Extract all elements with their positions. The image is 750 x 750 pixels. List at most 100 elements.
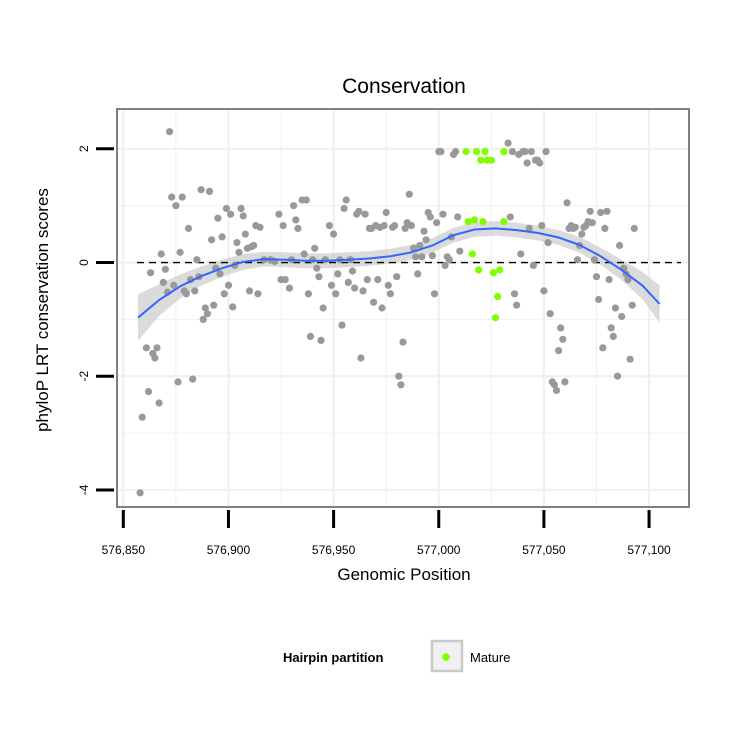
point-other bbox=[420, 227, 428, 235]
point-other bbox=[525, 224, 533, 232]
point-other bbox=[555, 347, 563, 355]
point-other bbox=[557, 324, 565, 332]
point-other bbox=[355, 207, 363, 215]
point-other bbox=[351, 284, 359, 292]
point-other bbox=[254, 290, 262, 298]
y-axis-title: phyloP LRT conservation scores bbox=[33, 188, 52, 432]
point-other bbox=[357, 354, 365, 362]
legend-key-mature bbox=[430, 639, 464, 673]
point-mature bbox=[494, 293, 502, 301]
point-other bbox=[136, 489, 144, 497]
point-mature bbox=[464, 218, 472, 226]
point-other bbox=[538, 222, 546, 230]
point-other bbox=[178, 193, 186, 201]
point-other bbox=[317, 336, 325, 344]
point-other bbox=[315, 273, 323, 281]
point-other bbox=[275, 210, 283, 218]
plot-panel bbox=[116, 108, 690, 508]
point-mature bbox=[477, 156, 485, 164]
x-axis: 576,850 576,900 576,950 577,000 577,050 577,1… bbox=[102, 510, 671, 557]
point-other bbox=[605, 276, 613, 284]
point-other bbox=[426, 213, 434, 221]
point-other bbox=[595, 295, 603, 304]
point-other bbox=[166, 128, 174, 136]
point-other bbox=[197, 186, 205, 194]
point-other bbox=[176, 248, 184, 256]
x-tick-label: 577,050 bbox=[522, 543, 566, 557]
point-other bbox=[319, 304, 327, 312]
point-other bbox=[611, 304, 620, 312]
point-other bbox=[311, 244, 319, 252]
point-other bbox=[607, 324, 615, 332]
point-other bbox=[561, 378, 569, 386]
point-other bbox=[239, 212, 247, 220]
point-other bbox=[418, 253, 426, 261]
point-other bbox=[157, 250, 165, 258]
point-other bbox=[626, 355, 634, 363]
point-other bbox=[393, 273, 401, 281]
point-other bbox=[628, 301, 636, 309]
y-tick-label: 2 bbox=[77, 145, 91, 152]
point-other bbox=[359, 287, 367, 295]
point-other bbox=[203, 310, 211, 318]
point-other bbox=[172, 202, 180, 210]
point-other bbox=[304, 290, 312, 298]
point-other bbox=[592, 273, 601, 281]
point-other bbox=[205, 187, 214, 195]
point-other bbox=[214, 214, 222, 222]
point-other bbox=[340, 204, 348, 213]
point-other bbox=[559, 335, 567, 343]
point-other bbox=[159, 278, 167, 286]
point-other bbox=[161, 265, 169, 273]
point-other bbox=[313, 264, 321, 272]
point-other bbox=[613, 372, 622, 380]
point-other bbox=[399, 338, 407, 346]
point-other bbox=[454, 213, 462, 221]
panel-border bbox=[116, 108, 690, 508]
point-other bbox=[573, 256, 582, 264]
point-other bbox=[256, 223, 264, 231]
point-other bbox=[571, 223, 580, 231]
point-other bbox=[210, 301, 218, 309]
point-other bbox=[603, 207, 611, 215]
point-other bbox=[586, 207, 594, 215]
point-other bbox=[508, 148, 516, 156]
point-other bbox=[348, 267, 357, 275]
chart-title: Conservation bbox=[342, 75, 466, 98]
point-other bbox=[506, 213, 514, 221]
point-other bbox=[285, 284, 293, 292]
point-mature bbox=[489, 269, 497, 277]
point-other bbox=[309, 256, 317, 264]
y-tick-label: -4 bbox=[77, 484, 91, 495]
point-other bbox=[184, 224, 193, 232]
point-other bbox=[144, 388, 153, 396]
point-other bbox=[378, 304, 386, 312]
point-other bbox=[327, 281, 336, 289]
point-other bbox=[445, 256, 453, 264]
point-other bbox=[439, 210, 447, 218]
legend-title: Hairpin partition bbox=[283, 650, 383, 665]
point-other bbox=[552, 386, 561, 394]
point-other bbox=[433, 219, 441, 227]
point-mature bbox=[491, 314, 500, 322]
point-other bbox=[302, 196, 310, 204]
point-other bbox=[155, 399, 163, 407]
point-other bbox=[138, 413, 146, 421]
point-other bbox=[618, 312, 626, 321]
point-other bbox=[395, 372, 403, 380]
point-other bbox=[374, 276, 382, 284]
point-other bbox=[401, 224, 409, 232]
point-other bbox=[601, 224, 609, 232]
point-other bbox=[237, 204, 245, 213]
point-other bbox=[521, 148, 529, 156]
point-other bbox=[563, 199, 571, 207]
point-mature bbox=[500, 218, 508, 226]
point-other bbox=[147, 269, 155, 277]
point-other bbox=[218, 233, 226, 241]
point-other bbox=[201, 304, 209, 312]
point-other bbox=[222, 204, 230, 213]
legend-marker-mature bbox=[442, 653, 450, 661]
point-mature bbox=[470, 216, 479, 224]
point-other bbox=[414, 270, 422, 278]
